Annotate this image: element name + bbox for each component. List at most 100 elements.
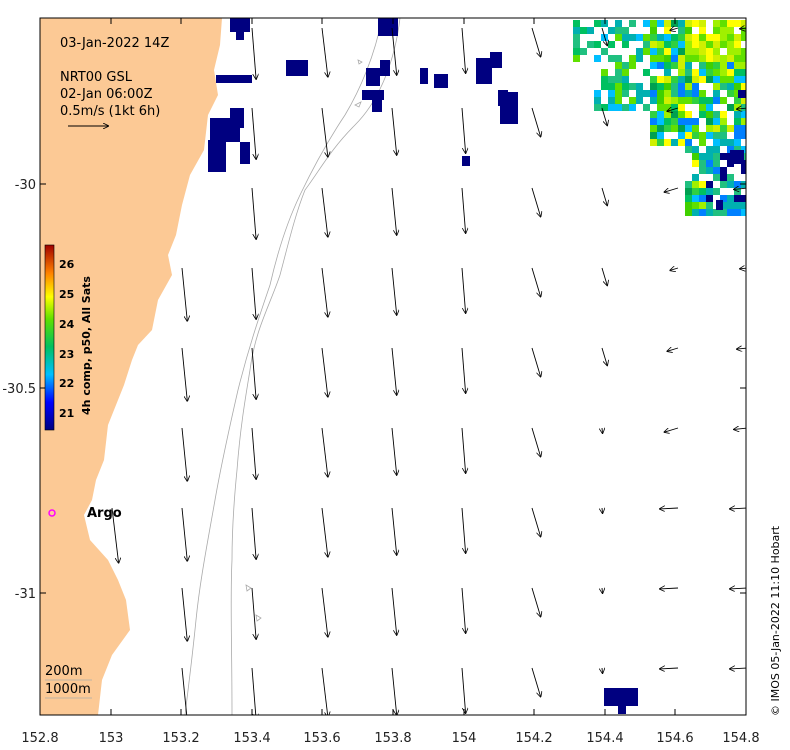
sst-pixel	[615, 55, 622, 62]
sst-pixel	[692, 118, 699, 125]
sst-pixel	[622, 104, 629, 111]
sst-pixel	[657, 48, 664, 55]
current-arrow	[321, 587, 328, 637]
sst-pixel	[685, 195, 692, 202]
sst-pixel	[230, 18, 250, 32]
current-arrow	[251, 667, 256, 715]
sst-pixel	[664, 125, 671, 132]
sst-pixel	[604, 688, 638, 706]
sst-pixel	[713, 209, 720, 216]
sst-pixel	[629, 83, 636, 90]
sst-pixel	[615, 34, 622, 41]
sst-pixel	[664, 90, 671, 97]
sst-pixel	[741, 55, 746, 62]
sst-pixel	[678, 83, 685, 90]
current-arrow	[461, 507, 466, 553]
x-tick-label: 153	[99, 731, 124, 746]
sst-pixel	[678, 111, 685, 118]
x-tick-label: 153.4	[233, 731, 270, 746]
sst-pixel	[650, 27, 657, 34]
sst-pixel	[434, 74, 448, 88]
sst-pixel	[664, 55, 671, 62]
sst-pixel	[720, 167, 727, 174]
sst-pixel	[727, 83, 734, 90]
y-tick-label: -30.5	[2, 382, 36, 397]
sst-pixel	[713, 167, 720, 174]
sst-pixel	[706, 118, 713, 125]
sst-pixel	[615, 27, 622, 34]
sst-pixel	[713, 153, 720, 160]
current-arrow	[461, 267, 466, 313]
sst-pixel	[734, 104, 741, 111]
sst-pixel	[208, 140, 226, 172]
sst-pixel	[671, 97, 678, 104]
sst-pixel	[706, 48, 713, 55]
sst-pixel	[734, 41, 741, 48]
sst-pixel	[685, 48, 692, 55]
sst-pixel	[720, 202, 727, 209]
sst-pixel	[706, 153, 713, 160]
sst-pixel	[685, 55, 692, 62]
sst-pixel	[692, 69, 699, 76]
current-arrow	[391, 587, 397, 635]
sst-pixel	[716, 200, 723, 210]
sst-pixel	[678, 104, 685, 111]
current-arrow	[321, 187, 328, 237]
sst-pixel	[657, 132, 664, 139]
sst-pixel	[706, 188, 713, 195]
sst-pixel	[741, 118, 746, 125]
x-tick-label: 153.2	[162, 731, 199, 746]
y-tick-label: -31	[15, 587, 36, 602]
sst-pixel	[650, 118, 657, 125]
sst-pixel	[734, 195, 741, 202]
sst-pixel	[699, 90, 706, 97]
sst-pixel	[741, 146, 746, 153]
sst-pixel	[678, 34, 685, 41]
sst-pixel	[664, 62, 671, 69]
sst-pixel	[699, 167, 706, 174]
sst-pixel	[692, 83, 699, 90]
sst-pixel	[713, 118, 720, 125]
current-arrow	[531, 507, 541, 536]
sst-pixel	[713, 27, 720, 34]
map-plot-area	[40, 18, 746, 715]
sst-pixel	[720, 139, 727, 146]
sst-pixel	[636, 97, 643, 104]
sst-pixel	[657, 139, 664, 146]
current-arrow	[601, 107, 607, 125]
current-arrow	[321, 507, 328, 557]
sst-pixel	[629, 97, 636, 104]
sst-pixel	[671, 76, 678, 83]
sst-pixel	[734, 34, 741, 41]
sst-pixel	[734, 48, 741, 55]
sst-pixel	[727, 34, 734, 41]
sst-pixel	[734, 76, 741, 83]
sst-pixel	[615, 83, 622, 90]
sst-pixel	[699, 181, 706, 188]
sst-pixel	[608, 90, 615, 97]
sst-pixel	[720, 118, 727, 125]
sst-pixel	[601, 104, 608, 111]
sst-pixel	[657, 20, 664, 27]
sst-pixel	[685, 27, 692, 34]
sst-pixel	[650, 132, 657, 139]
sst-pixel	[657, 90, 664, 97]
sst-pixel	[490, 52, 502, 68]
sst-pixel	[664, 20, 671, 27]
sst-pixel	[608, 83, 615, 90]
product-label: NRT00 GSL	[60, 70, 133, 85]
sst-pixel	[643, 20, 650, 27]
sst-pixel	[622, 34, 629, 41]
current-arrow	[391, 267, 397, 315]
sst-pixel	[650, 125, 657, 132]
sst-pixel	[692, 41, 699, 48]
sst-pixel	[713, 55, 720, 62]
sst-pixel	[727, 146, 734, 153]
contour-200m-label: 200m	[45, 664, 82, 679]
sst-pixel	[720, 153, 727, 160]
sst-pixel	[692, 132, 699, 139]
current-arrow	[321, 667, 328, 715]
colorbar: 26 25 24 23 22 21 4h comp, p50, All Sats	[44, 244, 93, 431]
sst-pixel	[692, 209, 699, 216]
current-arrow	[251, 187, 256, 239]
